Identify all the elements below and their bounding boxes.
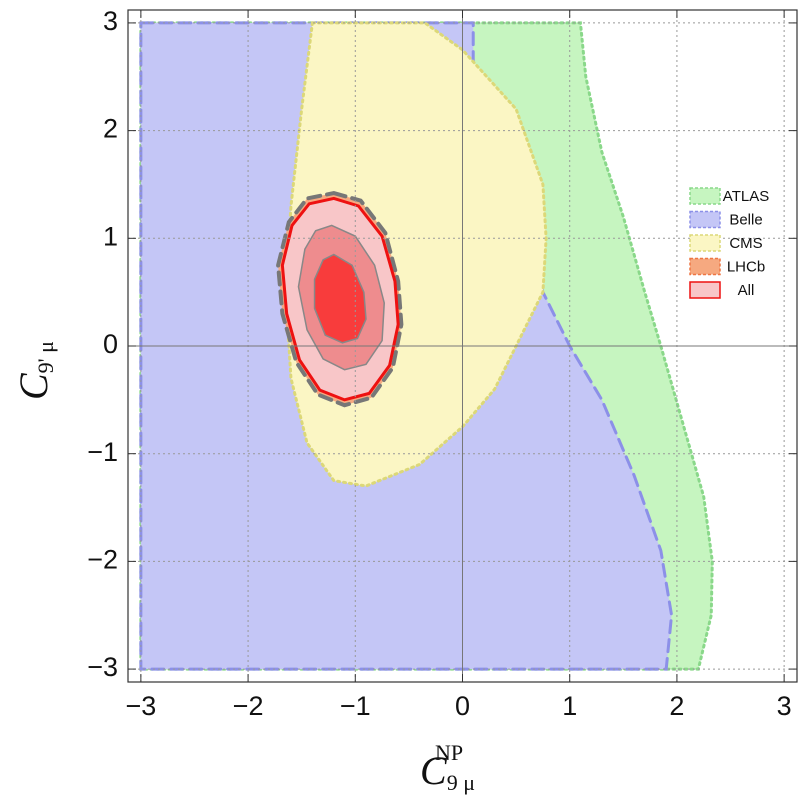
legend-swatch <box>689 234 721 252</box>
x-tick-label: 0 <box>455 691 470 721</box>
legend-label: CMS <box>729 235 762 252</box>
legend-label: ATLAS <box>723 188 769 205</box>
y-tick-label: −3 <box>87 652 118 682</box>
x-tick-label: 3 <box>777 691 792 721</box>
y-tick-label: −1 <box>87 437 118 467</box>
x-tick-label: 2 <box>669 691 684 721</box>
y-tick-label: 0 <box>103 329 118 359</box>
plot-area <box>128 10 797 682</box>
x-tick-label: 1 <box>562 691 577 721</box>
x-axis-label: C9 μ NP <box>420 740 475 795</box>
legend-swatch <box>689 281 721 299</box>
y-label-sub: 9' μ <box>33 341 58 373</box>
y-label-main: C <box>11 372 56 400</box>
legend-label: Belle <box>729 211 762 228</box>
x-label-sup: NP <box>435 740 463 765</box>
x-tick-label: −3 <box>125 691 156 721</box>
legend-label: All <box>738 282 755 299</box>
legend-swatch <box>689 210 721 229</box>
region <box>313 253 367 344</box>
x-label-main: C <box>420 748 448 793</box>
y-tick-label: 1 <box>103 221 118 251</box>
y-tick-label: 2 <box>103 114 118 144</box>
y-tick-label: −2 <box>87 545 118 575</box>
legend-swatch <box>689 257 721 276</box>
legend-swatch <box>689 187 721 205</box>
y-tick-label: 3 <box>103 6 118 36</box>
x-label-sub: 9 μ <box>447 770 475 795</box>
legend-label: LHCb <box>727 258 765 275</box>
x-tick-label: −2 <box>233 691 264 721</box>
y-axis-label: C9' μ <box>11 341 58 400</box>
x-tick-label: −1 <box>340 691 371 721</box>
